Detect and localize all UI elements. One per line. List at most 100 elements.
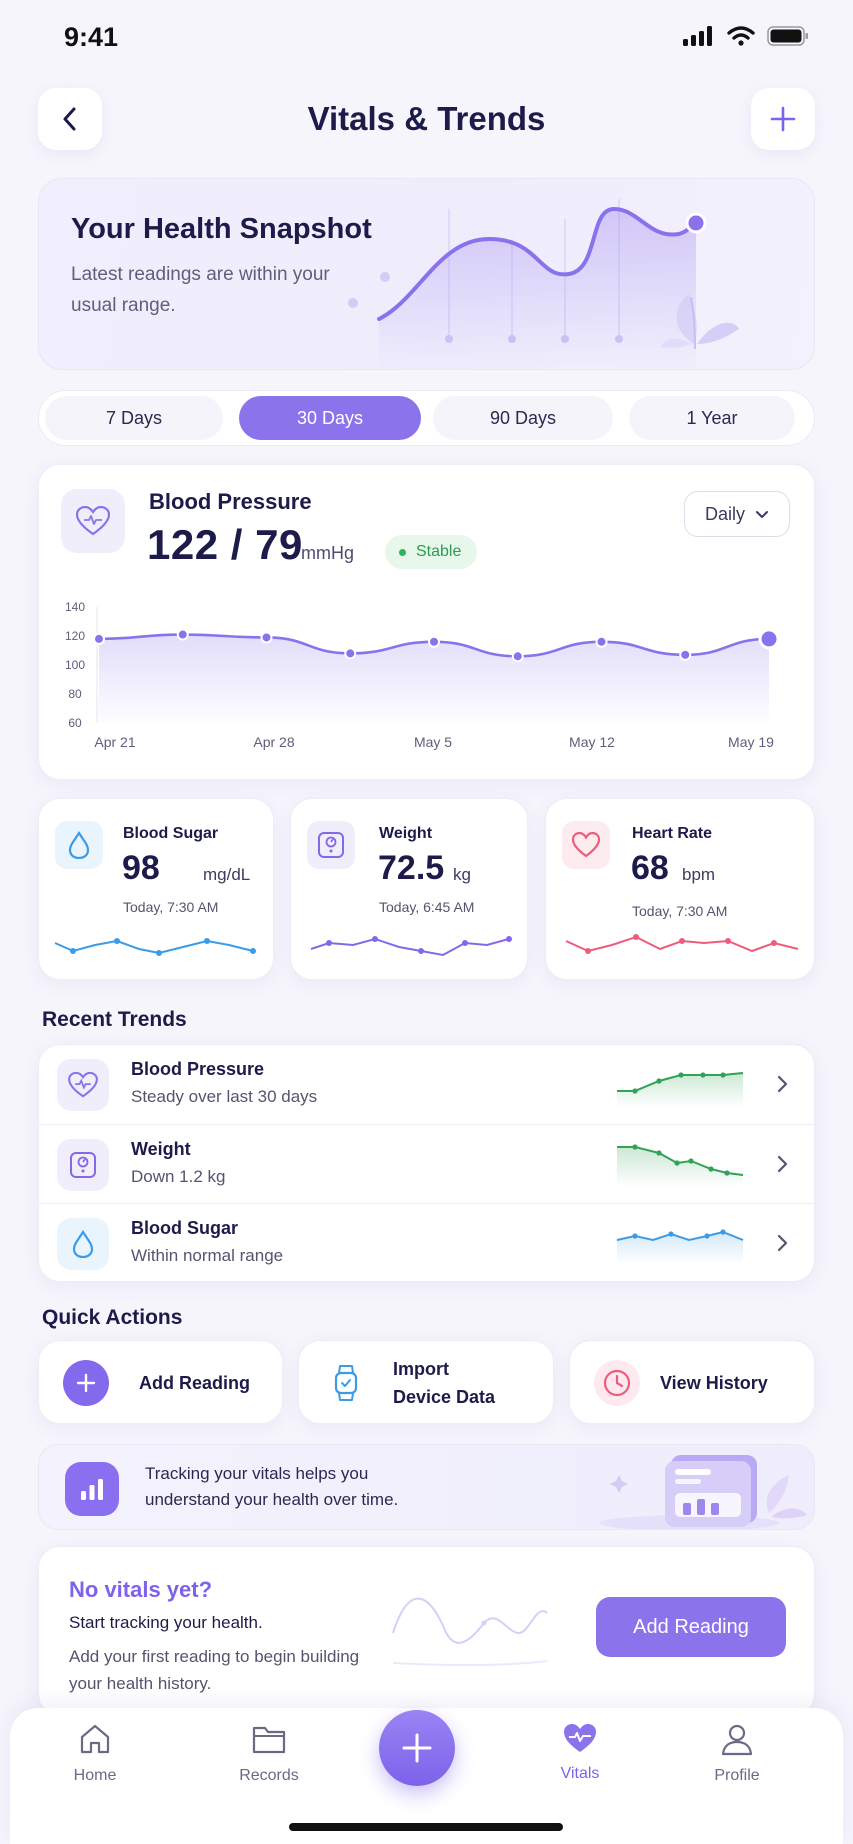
heart-icon [572, 832, 600, 858]
quick-action-add-label: Add Reading [139, 1373, 250, 1393]
tab-home-label: Home [73, 1767, 117, 1784]
x-tick-label: Apr 21 [94, 734, 135, 750]
heart-rate-title: Heart Rate [632, 825, 713, 842]
fab-add-button[interactable] [379, 1710, 455, 1786]
y-tick-label: 140 [65, 600, 85, 614]
bp-chart: 140 120 100 80 60 Apr 21 Apr 28 May 5 May 12 May … [65, 600, 780, 750]
chevron-left-icon [63, 107, 76, 131]
add-reading-button[interactable]: Add Reading [596, 1597, 786, 1657]
clock-icon [603, 1369, 631, 1397]
empty-state-line2: Add your first reading to begin building… [69, 1647, 360, 1693]
chevron-down-icon [756, 510, 768, 518]
bp-unit: mmHg [301, 543, 354, 563]
add-button[interactable] [751, 88, 815, 150]
plus-icon [770, 106, 796, 132]
blood-sugar-value: 98 [122, 849, 160, 887]
empty-state-line1: Start tracking your health. [69, 1613, 263, 1632]
weight-time: Today, 6:45 AM [379, 899, 475, 915]
signal-icon [683, 26, 712, 46]
heart-icon-box [562, 821, 610, 869]
chevron-right-icon [777, 1234, 788, 1252]
scale-icon-box [307, 821, 355, 869]
tab-profile-label: Profile [714, 1767, 760, 1784]
x-tick-label: May 5 [414, 734, 452, 750]
range-tab-30-days[interactable]: 30 Days [239, 396, 421, 440]
bp-data-point [595, 635, 608, 648]
trend-bp-subtitle: Steady over last 30 days [131, 1087, 318, 1106]
watch-icon-box [323, 1360, 369, 1406]
home-icon [80, 1724, 110, 1754]
tab-records[interactable]: Records [209, 1722, 329, 1785]
quick-action-view-history[interactable]: View History [569, 1340, 815, 1424]
recent-trends-title: Recent Trends [42, 1008, 187, 1031]
period-label: Daily [704, 503, 745, 524]
home-indicator [289, 1823, 563, 1831]
heart-pulse-icon [68, 1072, 98, 1098]
quick-action-add-reading[interactable]: Add Reading [38, 1340, 283, 1424]
tab-profile[interactable]: Profile [677, 1722, 797, 1785]
weight-title: Weight [379, 825, 433, 842]
quick-action-history-label: View History [660, 1373, 768, 1393]
weight-unit: kg [453, 865, 471, 884]
import-line2: Device Data [393, 1387, 496, 1407]
y-tick-label: 80 [68, 687, 82, 701]
bp-data-point [511, 650, 524, 663]
blood-sugar-card[interactable]: Blood Sugar 98 mg/dL Today, 7:30 AM [38, 798, 274, 980]
back-button[interactable] [38, 88, 102, 150]
tab-vitals-label: Vitals [560, 1765, 600, 1782]
bar-chart-icon [81, 1479, 103, 1500]
weight-card[interactable]: Weight 72.5 kg Today, 6:45 AM [290, 798, 528, 980]
range-tab-1-year[interactable]: 1 Year [629, 396, 795, 440]
vitals-heart-icon [564, 1724, 596, 1752]
trend-sugar-icon-box [57, 1218, 109, 1270]
range-selector: 7 Days 30 Days 90 Days 1 Year [38, 390, 815, 446]
blood-pressure-card[interactable]: Blood Pressure 122 / 79 mmHg Stable Dail… [38, 464, 815, 780]
bp-value: 122 / 79 [147, 521, 303, 568]
trend-row-weight[interactable]: Weight Down 1.2 kg [39, 1124, 816, 1202]
trend-bp-icon-box [57, 1059, 109, 1111]
x-tick-label: May 19 [728, 734, 774, 750]
health-snapshot-card: Your Health Snapshot Latest readings are… [38, 178, 815, 370]
profile-icon [721, 1724, 753, 1756]
bp-data-point [758, 628, 780, 650]
bp-data-point [93, 632, 105, 645]
blood-sugar-sparkline [54, 938, 256, 956]
empty-state-card: No vitals yet? Start tracking your healt… [38, 1546, 815, 1716]
battery-icon [767, 26, 808, 46]
heart-rate-sparkline [565, 934, 799, 954]
bp-icon-box [61, 489, 125, 553]
period-dropdown[interactable]: Daily [684, 491, 790, 537]
heart-rate-value: 68 [631, 849, 669, 887]
bp-area [99, 634, 769, 723]
trend-row-blood-sugar[interactable]: Blood Sugar Within normal range [39, 1203, 816, 1281]
y-tick-label: 100 [65, 658, 85, 672]
chevron-right-icon [777, 1155, 788, 1173]
watch-icon [334, 1365, 358, 1401]
drop-icon [68, 831, 90, 859]
status-time: 9:41 [64, 22, 119, 52]
weight-sparkline [310, 936, 512, 957]
snapshot-illustration [348, 199, 739, 369]
dashboard-illustration [599, 1455, 807, 1529]
bar-chart-icon-box [65, 1462, 119, 1516]
wifi-icon [727, 26, 755, 46]
status-badge: Stable [385, 535, 478, 569]
plant-icon [661, 294, 739, 350]
x-tick-label: May 12 [569, 734, 615, 750]
recent-trends-list: Blood Pressure Steady over last 30 days … [38, 1044, 816, 1282]
weight-value: 72.5 [378, 849, 445, 887]
trend-bp-title: Blood Pressure [131, 1059, 265, 1079]
trend-weight-subtitle: Down 1.2 kg [131, 1167, 226, 1186]
range-tab-7-days[interactable]: 7 Days [45, 396, 223, 440]
y-tick-label: 120 [65, 629, 85, 643]
heart-rate-unit: bpm [682, 865, 716, 884]
heart-rate-card[interactable]: Heart Rate 68 bpm Today, 7:30 AM [545, 798, 815, 980]
tab-vitals[interactable]: Vitals [520, 1722, 640, 1783]
trend-row-blood-pressure[interactable]: Blood Pressure Steady over last 30 days [39, 1045, 816, 1123]
range-tab-90-days[interactable]: 90 Days [433, 396, 613, 440]
quick-action-import-device[interactable]: Import Device Data [298, 1340, 554, 1424]
y-tick-label: 60 [68, 716, 82, 730]
trend-sugar-subtitle: Within normal range [131, 1246, 284, 1265]
tab-home[interactable]: Home [35, 1722, 155, 1785]
info-text: Tracking your vitals helps you understan… [145, 1464, 399, 1509]
